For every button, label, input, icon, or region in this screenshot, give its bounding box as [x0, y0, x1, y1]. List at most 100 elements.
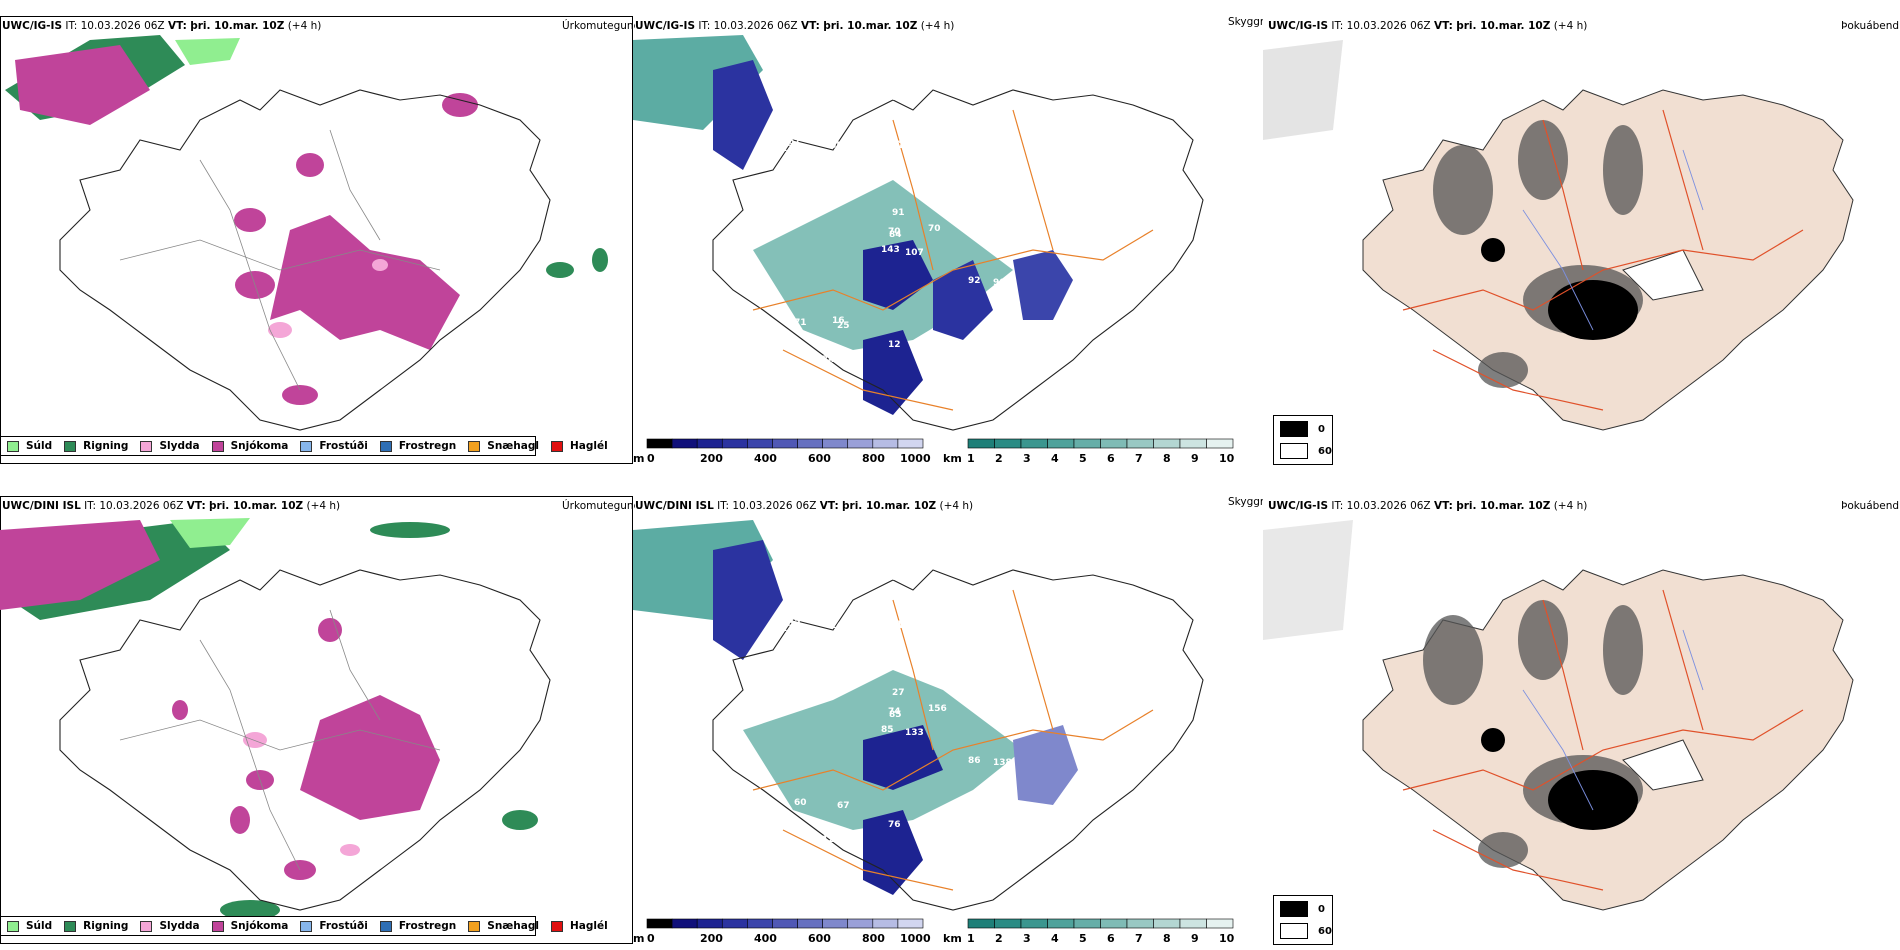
fog-title: Þokuábendi	[1841, 500, 1900, 512]
colorbar-cell	[1100, 438, 1128, 449]
fog-map-1	[1263, 40, 1854, 431]
colorbar-cell	[822, 918, 849, 929]
map-frame	[0, 16, 633, 464]
cloud-base-value: 156	[928, 704, 947, 714]
cloud-base-value: 70	[888, 227, 901, 237]
cloud-base-value: 74	[822, 355, 835, 365]
legend-label: Rigning	[83, 920, 129, 932]
cloud-base-value: 84	[889, 230, 902, 240]
cloud-base-value: 65	[783, 690, 796, 700]
it-value: 10.03.2026 06Z	[732, 500, 817, 512]
lead-time: (+4 h)	[306, 500, 341, 512]
legend-swatch	[211, 920, 224, 932]
cloud-base-value: 143	[881, 245, 900, 255]
fog-legend-2: 0 60	[1273, 895, 1333, 945]
model-label: UWC/DINI ISL	[635, 500, 714, 512]
cloud-base-value: 56	[924, 172, 937, 182]
fog-swatch	[1280, 421, 1308, 437]
precip-header-2: UWC/DINI ISL IT: 10.03.2026 06Z VT: þri.…	[2, 500, 340, 513]
legend-label: Frostúði	[319, 920, 368, 932]
it-value: 10.03.2026 06Z	[1346, 500, 1431, 512]
it-value: 10.03.2026 06Z	[1346, 20, 1431, 32]
colorbar-cell	[967, 918, 995, 929]
tick-label: 5	[1079, 932, 1087, 945]
colorbar-cell	[1153, 438, 1181, 449]
cloud-header-2: UWC/DINI ISL IT: 10.03.2026 06Z VT: þri.…	[635, 500, 973, 513]
cloud-base-value: 210	[1053, 383, 1072, 393]
colorbar-cell	[772, 918, 798, 929]
it-label: IT:	[1331, 20, 1344, 32]
colorbar-cell	[747, 438, 773, 449]
cloud-base-value: 76	[888, 820, 901, 830]
legend-item: Súld	[7, 920, 52, 932]
legend-label: Frostúði	[319, 440, 368, 452]
tick-label: 4	[1051, 452, 1059, 465]
legend-swatch	[300, 440, 313, 452]
cloud-base-value: 179	[938, 679, 957, 689]
tick-label: 1000	[900, 452, 931, 465]
cloud-base-value: 53	[801, 80, 814, 90]
legend-swatch	[379, 440, 392, 452]
tick-label: 8	[1163, 452, 1171, 465]
legend-label: Súld	[26, 440, 53, 452]
colorbar-cell	[897, 438, 924, 449]
vt-value: þri. 10.mar. 10Z	[209, 500, 304, 512]
it-value: 10.03.2026 06Z	[713, 20, 798, 32]
it-value: 10.03.2026 06Z	[80, 20, 165, 32]
cloud-base-value: 20	[965, 595, 978, 605]
cloud-base-value: 71	[794, 318, 807, 328]
tick-label: 2	[995, 452, 1003, 465]
fog-header-1: UWC/IG-IS IT: 10.03.2026 06Z VT: þri. 10…	[1268, 20, 1587, 33]
map-frame	[0, 496, 633, 944]
it-label: IT:	[84, 500, 97, 512]
legend-item: Frostúði	[300, 440, 368, 452]
cloud-base-value: 114	[890, 620, 909, 630]
colorbar-cell	[696, 438, 723, 449]
fog-map-2	[1263, 520, 1854, 911]
tick-label: 400	[754, 932, 777, 945]
colorbar-cell	[1020, 918, 1048, 929]
cloud-base-value: 121	[898, 141, 917, 151]
colorbar-cell	[967, 438, 995, 449]
cloud-base-value: 69	[799, 388, 812, 398]
cloud-base-value: 70	[928, 224, 941, 234]
vt-label: VT:	[819, 500, 839, 512]
legend-item: Rigning	[64, 920, 128, 932]
cloud-base-labels: 107 210 84 99 91 25 80 89 86 70 53 210 82 73 143 61 69 30…	[759, 80, 1072, 398]
legend-item: Slydda	[140, 920, 200, 932]
model-label: UWC/IG-IS	[2, 20, 63, 32]
cloud-base-value: 133	[905, 728, 924, 738]
colorbar-cell	[646, 918, 673, 929]
cloud-base-value: 102	[859, 659, 878, 669]
legend-swatch	[468, 920, 481, 932]
colorbar-cell	[897, 918, 924, 929]
tick-label: 9	[1191, 452, 1199, 465]
cloud-base-value: 86	[968, 756, 981, 766]
cloud-base-value: 102	[799, 868, 818, 878]
legend-item: Snæhagl	[468, 920, 539, 932]
fog-legend-row: 0	[1280, 421, 1325, 437]
cloud-base-value: 97	[1058, 650, 1071, 660]
visibility-unit: km	[943, 452, 962, 465]
tick-label: 6	[1107, 452, 1115, 465]
cloud-base-value: 91	[892, 208, 905, 218]
cloud-base-value: 83	[960, 568, 973, 578]
vt-label: VT:	[800, 20, 820, 32]
colorbar-cell	[721, 438, 748, 449]
cloud-header-1: UWC/IG-IS IT: 10.03.2026 06Z VT: þri. 10…	[635, 20, 954, 33]
precip-title: Úrkomutegund	[562, 500, 635, 512]
vt-label: VT:	[186, 500, 206, 512]
cloud-base-value: 63	[988, 107, 1001, 117]
cloud-map-1: 107 210 84 99 91 25 80 89 86 70 53 210 82 73 143 61 69 30…	[633, 35, 1204, 431]
legend-swatch	[7, 920, 19, 932]
tick-label: 3	[1023, 452, 1031, 465]
legend-swatch	[64, 440, 77, 452]
fog-swatch	[1280, 923, 1308, 939]
cloud-base-value: 316	[965, 636, 984, 646]
tick-label: 6	[1107, 932, 1115, 945]
tick-label: 200	[700, 452, 723, 465]
colorbar-cell	[797, 438, 823, 449]
legend-item: Snæhagl	[468, 440, 539, 452]
precip-header-1: UWC/IG-IS IT: 10.03.2026 06Z VT: þri. 10…	[2, 20, 321, 33]
tick-label: 10	[1219, 452, 1235, 465]
